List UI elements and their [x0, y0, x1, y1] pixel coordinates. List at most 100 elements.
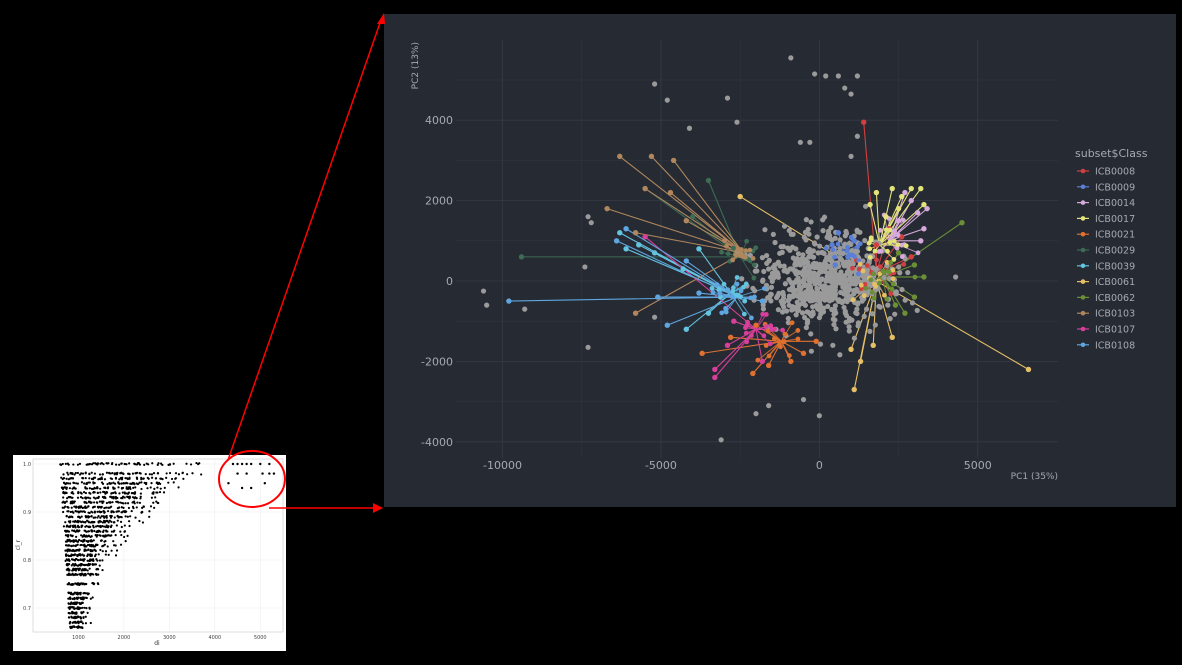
small-point	[115, 478, 117, 480]
pca-grey-point	[761, 269, 766, 274]
series-point	[739, 289, 744, 294]
small-point	[132, 506, 134, 508]
small-point	[148, 510, 150, 512]
small-point	[90, 598, 92, 600]
series-point	[719, 250, 724, 255]
pca-grey-point	[845, 270, 850, 275]
series-point	[896, 242, 901, 247]
small-point	[81, 573, 83, 575]
small-point	[91, 472, 93, 474]
small-point	[69, 534, 71, 536]
pca-grey-point	[864, 307, 869, 312]
pca-grey-point	[817, 413, 822, 418]
small-point	[87, 526, 89, 528]
small-point	[116, 515, 118, 517]
small-point	[66, 515, 68, 517]
pca-grey-point	[833, 295, 838, 300]
pca-x-tick-label: 0	[816, 459, 823, 472]
pca-x-tick-label: -5000	[645, 459, 677, 472]
small-point	[92, 525, 94, 527]
small-point	[112, 482, 114, 484]
pca-grey-point	[830, 284, 835, 289]
small-highlight-point	[250, 487, 252, 489]
small-point	[103, 541, 105, 543]
small-point	[82, 611, 84, 613]
small-point	[143, 464, 145, 466]
small-point	[86, 592, 88, 594]
small-point	[132, 473, 134, 475]
pca-grey-point	[780, 290, 785, 295]
small-point	[87, 553, 89, 555]
small-highlight-point	[259, 463, 261, 465]
small-point	[108, 482, 110, 484]
small-point	[71, 573, 73, 575]
small-point	[112, 497, 114, 499]
pca-grey-point	[776, 307, 781, 312]
small-point	[149, 473, 151, 475]
small-point	[102, 535, 104, 537]
pca-grey-point	[867, 329, 872, 334]
small-point	[72, 535, 74, 537]
small-point	[116, 549, 118, 551]
legend-label: ICB0039	[1095, 261, 1135, 272]
pca-grey-point	[790, 284, 795, 289]
small-point	[107, 526, 109, 528]
pca-grey-point	[903, 298, 908, 303]
pca-grey-point	[837, 352, 842, 357]
pca-grey-point	[817, 315, 822, 320]
small-point	[139, 497, 141, 499]
pca-y-axis-label: PC2 (13%)	[411, 42, 421, 89]
small-point	[100, 511, 102, 513]
small-point	[99, 559, 101, 561]
series-point	[761, 333, 766, 338]
pca-y-tick-label: 2000	[425, 195, 453, 208]
small-point	[136, 482, 138, 484]
pca-grey-point	[809, 349, 814, 354]
small-point	[101, 545, 103, 547]
pca-x-tick-label: 5000	[964, 459, 992, 472]
small-point	[101, 500, 103, 502]
legend-swatch-point	[1081, 264, 1086, 269]
small-point	[128, 473, 130, 475]
small-point	[75, 544, 77, 546]
small-point	[72, 593, 74, 595]
pca-grey-point	[855, 275, 860, 280]
small-point	[145, 473, 147, 475]
small-highlight-point	[241, 487, 243, 489]
small-point	[88, 463, 90, 465]
series-point	[887, 270, 892, 275]
small-point	[83, 491, 85, 493]
small-point	[72, 463, 74, 465]
small-point	[161, 464, 163, 466]
series-point	[768, 341, 773, 346]
small-point	[67, 535, 69, 537]
small-y-tick-label: 0.7	[23, 606, 31, 612]
small-point	[83, 554, 85, 556]
legend-swatch-point	[1081, 169, 1086, 174]
pca-grey-point	[831, 317, 836, 322]
small-point	[119, 531, 121, 533]
pca-grey-point	[822, 297, 827, 302]
series-point	[724, 244, 729, 249]
small-point	[85, 622, 87, 624]
series-point	[916, 250, 921, 255]
small-point	[139, 502, 141, 504]
pca-grey-point	[840, 285, 845, 290]
series-point	[680, 266, 685, 271]
small-point	[171, 478, 173, 480]
small-point	[74, 626, 76, 628]
small-point	[78, 608, 80, 610]
small-point	[186, 473, 188, 475]
small-point	[97, 582, 99, 584]
small-point	[102, 531, 104, 533]
small-point	[62, 507, 64, 509]
small-point	[150, 482, 152, 484]
series-point	[892, 239, 897, 244]
pca-grey-point	[828, 252, 833, 257]
small-point	[112, 540, 114, 542]
small-point	[118, 478, 120, 480]
small-point	[69, 622, 71, 624]
small-point	[134, 463, 136, 465]
small-point	[175, 472, 177, 474]
small-point	[81, 569, 83, 571]
